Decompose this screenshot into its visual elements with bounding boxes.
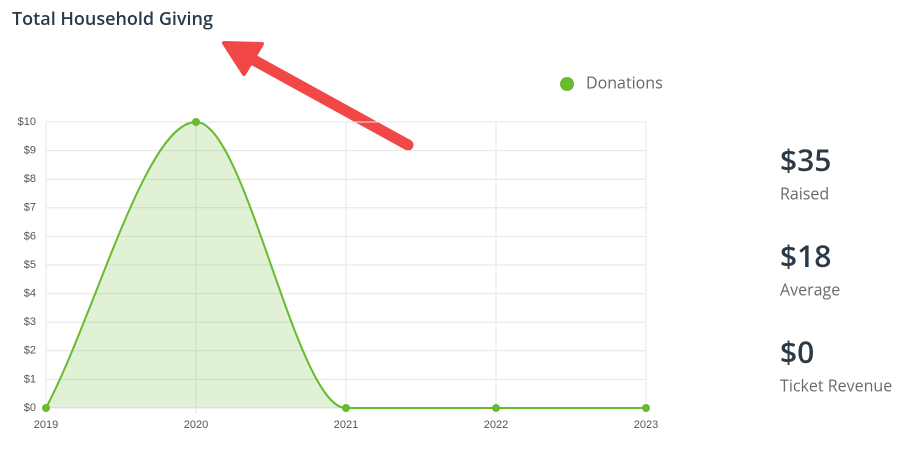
- page-title: Total Household Giving: [12, 7, 213, 31]
- legend-marker: [560, 77, 574, 91]
- stat-label: Ticket Revenue: [780, 374, 892, 396]
- y-tick-label: $9: [24, 145, 36, 157]
- legend-label: Donations: [586, 71, 663, 93]
- y-tick-label: $6: [24, 230, 36, 242]
- y-tick-label: $5: [24, 259, 36, 271]
- x-tick-label: 2022: [484, 419, 508, 431]
- point: [642, 404, 650, 412]
- y-tick-label: $8: [24, 173, 36, 185]
- point: [342, 404, 350, 412]
- y-tick-label: $0: [24, 402, 36, 414]
- y-tick-label: $10: [18, 116, 36, 128]
- y-tick-label: $3: [24, 316, 36, 328]
- stat-label: Average: [780, 278, 840, 300]
- point: [42, 404, 50, 412]
- annotation-arrow: [222, 41, 414, 151]
- x-tick-label: 2021: [334, 419, 358, 431]
- x-tick-label: 2020: [184, 419, 208, 431]
- y-tick-label: $2: [24, 345, 36, 357]
- point: [192, 118, 200, 126]
- point: [492, 404, 500, 412]
- stat-value: $35: [780, 139, 831, 180]
- stat-label: Raised: [780, 182, 829, 204]
- y-tick-label: $1: [24, 373, 36, 385]
- y-tick-label: $7: [24, 202, 36, 214]
- stat-value: $18: [780, 235, 831, 276]
- line: [45, 120, 646, 410]
- stat-value: $0: [780, 331, 814, 372]
- y-tick-label: $4: [24, 288, 36, 300]
- area-fill: [46, 122, 646, 408]
- x-tick-label: 2023: [634, 419, 658, 431]
- x-tick-label: 2019: [34, 419, 58, 431]
